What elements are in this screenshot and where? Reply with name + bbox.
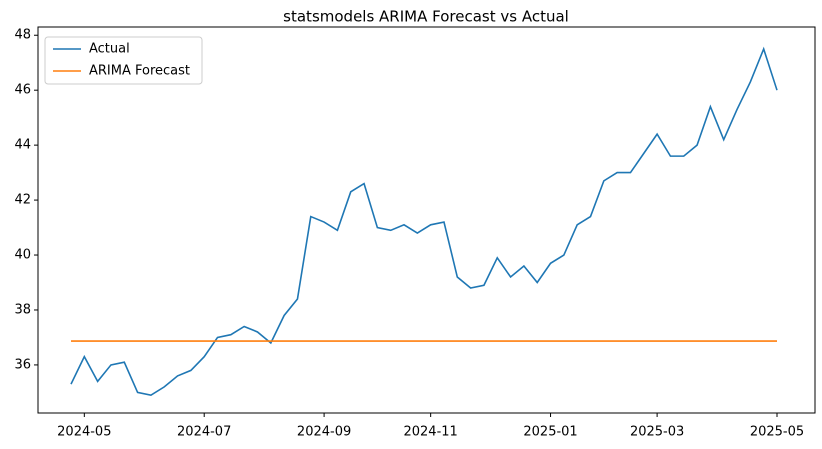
x-tick-label: 2025-05 [750, 425, 804, 440]
y-tick-label: 46 [14, 83, 31, 98]
x-tick-label: 2025-03 [630, 425, 684, 440]
legend-box [44, 36, 203, 85]
y-tick-label: 40 [14, 248, 31, 263]
x-tick-label: 2024-11 [403, 425, 457, 440]
y-tick-label: 38 [14, 302, 31, 317]
x-tick-label: 2024-07 [177, 425, 231, 440]
y-tick-label: 42 [14, 193, 31, 208]
y-tick-label: 44 [14, 138, 31, 153]
x-tick-label: 2024-09 [297, 425, 351, 440]
y-tick-label: 36 [14, 357, 31, 372]
data-line [70, 46, 778, 396]
legend-label: Actual [89, 42, 130, 57]
x-tick-label: 2024-05 [57, 425, 111, 440]
chart-title: statsmodels ARIMA Forecast vs Actual [283, 8, 569, 26]
x-tick-label: 2025-01 [523, 425, 577, 440]
y-tick-label: 48 [14, 28, 31, 43]
legend-label: ARIMA Forecast [89, 64, 190, 79]
plot-frame [37, 26, 816, 414]
